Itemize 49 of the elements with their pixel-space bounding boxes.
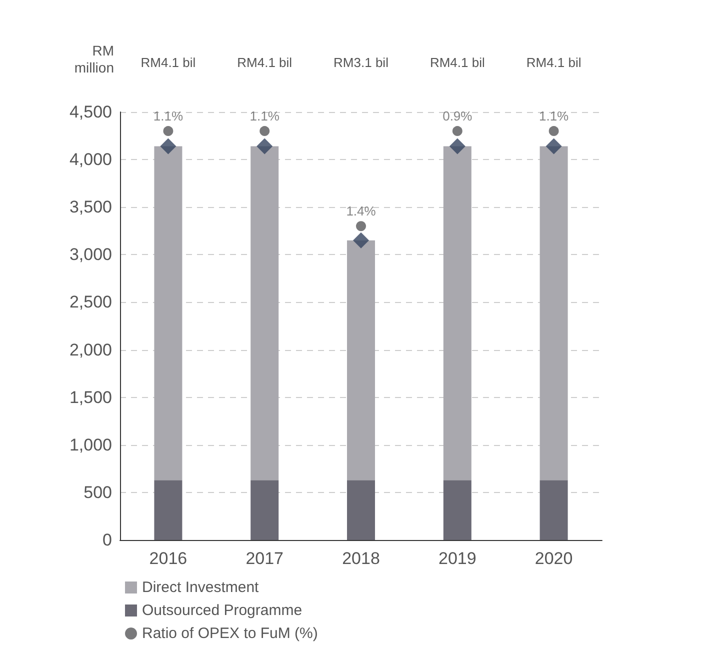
point [356, 221, 366, 232]
y-tick-label: 4,500 [69, 102, 112, 122]
bar [540, 480, 568, 540]
annotation: 1.1% [250, 108, 280, 124]
point [160, 138, 176, 154]
x-tick-label: 2019 [438, 549, 476, 568]
bar [347, 480, 375, 540]
x-tick-label: 2017 [246, 549, 284, 568]
y-tick-label: 3,500 [69, 198, 112, 217]
legend-label: Direct Investment [142, 579, 260, 596]
bar [443, 480, 472, 540]
point [353, 232, 369, 248]
legend-label: Ratio of OPEX to FuM (%) [142, 625, 318, 642]
bar [347, 240, 375, 480]
annotation: 0.9% [442, 108, 473, 124]
y-axis-title: RM million [74, 42, 114, 76]
bar [154, 480, 182, 540]
y-tick-label: 500 [84, 482, 112, 502]
point [449, 138, 466, 154]
annotation: 1.1% [153, 108, 184, 124]
x-tick-label: 2018 [342, 549, 380, 568]
point [163, 126, 174, 136]
x-tick-label: 2016 [149, 549, 188, 568]
point [256, 138, 273, 154]
text: RM4.1 bil [237, 55, 292, 70]
text: RM4.1 bil [140, 55, 196, 70]
point [260, 126, 270, 136]
y-tick-label: 0 [102, 530, 112, 550]
bar [250, 146, 279, 480]
y-tick-label: 1,500 [69, 388, 112, 407]
y-tick-label: 4,000 [69, 150, 112, 170]
bar [250, 480, 279, 540]
y-tick-label: 3,000 [69, 245, 112, 264]
annotation: 1.4% [346, 204, 376, 219]
legend-label: Outsourced Programme [142, 602, 302, 619]
text: RM4.1 bil [526, 55, 582, 70]
bar [154, 146, 182, 480]
x-tick-label: 2020 [534, 549, 573, 568]
point [452, 126, 462, 136]
point [546, 138, 562, 154]
annotation: 1.1% [538, 108, 570, 124]
y-tick-label: 2,000 [69, 340, 112, 360]
text: RM3.1 bil [334, 55, 389, 70]
y-tick-label: 2,500 [69, 292, 112, 312]
point [548, 126, 559, 136]
y-tick-label: 1,000 [69, 435, 112, 454]
bar [540, 146, 568, 480]
bar [443, 146, 472, 480]
text: RM4.1 bil [430, 55, 485, 70]
